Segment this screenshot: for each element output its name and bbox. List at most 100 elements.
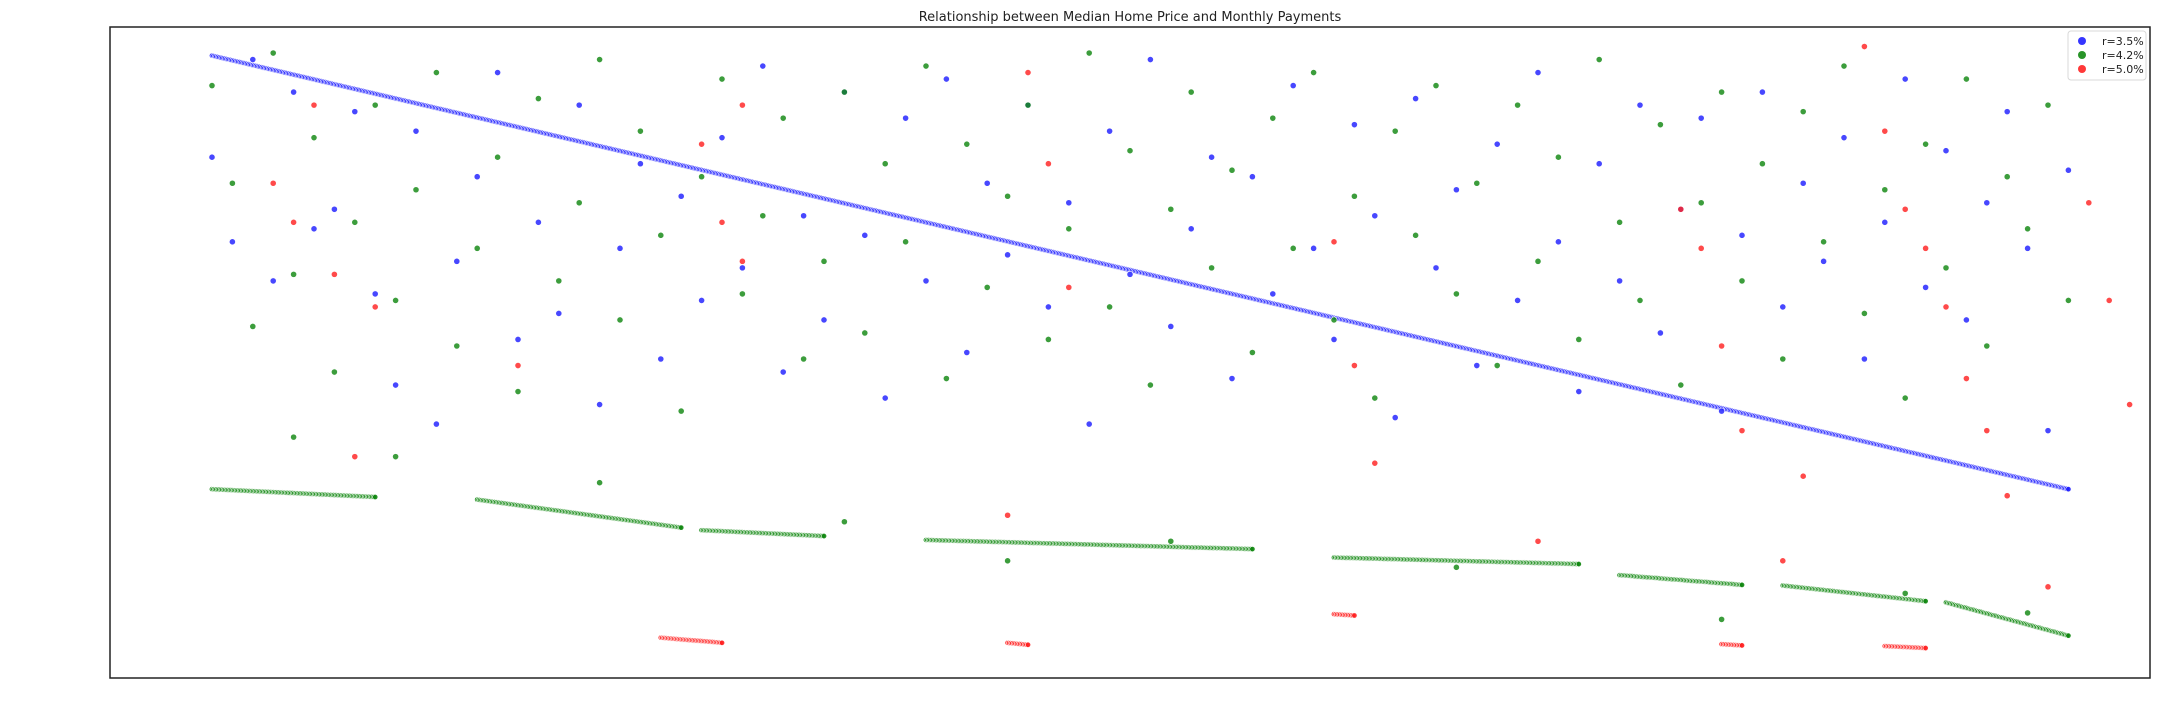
scatter-point-series-2-point-77 xyxy=(1759,160,1766,168)
scatter-point-series-1-point-70 xyxy=(1616,277,1623,285)
scatter-point-series-3-point-27 xyxy=(1881,127,1889,135)
scatter-point-series-1-point-44 xyxy=(1085,420,1093,428)
scatter-point-series-3-point-19 xyxy=(1534,537,1542,545)
scatter-point-series-2-point-56 xyxy=(1330,316,1338,324)
scatter-point-series-2-point-45 xyxy=(1106,303,1113,311)
scatter-point-series-2-point-10 xyxy=(392,297,399,304)
scatter-point-series-2-point-101 xyxy=(1901,589,1909,597)
scatter-point-series-2-point-26 xyxy=(718,75,726,83)
scatter-point-series-2-point-78 xyxy=(1779,355,1787,363)
legend-box xyxy=(2067,30,2147,81)
scatter-point-series-3-point-9 xyxy=(718,218,726,226)
scatter-point-series-1-point-50 xyxy=(1208,153,1215,161)
scatter-point-series-3-point-13 xyxy=(1024,69,1032,76)
scatter-point-series-2-point-41 xyxy=(1024,101,1032,109)
scatter-point-series-1-point-58 xyxy=(1371,212,1379,220)
scatter-point-series-1-point-61 xyxy=(1432,264,1440,272)
scatter-point-series-1-point-27 xyxy=(739,264,746,272)
scatter-point-series-1-point-15 xyxy=(494,69,501,76)
scatter-point-series-2-point-85 xyxy=(1922,140,1929,148)
legend-label-series-2: r=4.2% xyxy=(2102,49,2144,62)
scatter-point-series-1-point-8 xyxy=(351,108,359,116)
scatter-point-series-1-point-19 xyxy=(575,101,583,109)
scatter-point-series-3-trend-4 xyxy=(1739,642,1746,649)
scatter-point-series-2-point-43 xyxy=(1065,225,1073,233)
plot-frame xyxy=(109,26,2151,679)
scatter-point-series-1-point-45 xyxy=(1106,127,1113,135)
legend: r=3.5% r=4.2% r=5.0% xyxy=(2067,30,2147,81)
scatter-point-series-2-point-53 xyxy=(1269,114,1277,122)
scatter-point-series-1-point-67 xyxy=(1555,238,1562,246)
scatter-point-series-2-point-46 xyxy=(1126,147,1134,155)
scatter-point-series-2-point-47 xyxy=(1147,381,1154,389)
scatter-point-series-1-point-43 xyxy=(1065,199,1073,207)
scatter-point-series-1-point-39 xyxy=(983,179,991,187)
scatter-point-series-2-point-61 xyxy=(1432,82,1440,89)
scatter-point-series-2-point-83 xyxy=(1881,186,1889,194)
scatter-point-series-1-point-52 xyxy=(1249,173,1256,181)
scatter-point-series-2-trend-4 xyxy=(1249,546,1256,553)
scatter-point-series-2-point-39 xyxy=(983,283,991,291)
scatter-point-series-3-point-28 xyxy=(1901,205,1909,213)
scatter-point-series-1-point-54 xyxy=(1289,82,1297,89)
scatter-point-series-2-point-7 xyxy=(330,368,338,376)
scatter-point-series-2-point-73 xyxy=(1677,381,1685,389)
scatter-point-series-1-point-84 xyxy=(1901,75,1909,83)
scatter-point-series-2-point-18 xyxy=(555,277,563,285)
scatter-point-series-2-point-93 xyxy=(290,433,297,441)
scatter-point-series-1-point-46 xyxy=(1126,270,1134,278)
scatter-point-series-2-point-87 xyxy=(1963,75,1970,83)
scatter-point-series-2-point-66 xyxy=(1534,257,1542,265)
scatter-point-series-1-point-10 xyxy=(392,381,399,389)
scatter-point-series-3-point-4 xyxy=(330,270,338,278)
scatter-point-series-2-point-76 xyxy=(1738,277,1746,285)
scatter-point-series-2-point-68 xyxy=(1575,336,1583,343)
scatter-point-series-2-point-36 xyxy=(922,62,930,70)
scatter-point-series-1-point-90 xyxy=(2024,244,2031,252)
scatter-point-series-1-point-5 xyxy=(290,88,297,96)
scatter-point-series-1-point-53 xyxy=(1269,290,1277,298)
scatter-point-series-2-point-89 xyxy=(2003,173,2011,181)
scatter-point-series-1-point-91 xyxy=(2044,427,2052,435)
scatter-point-series-1-point-16 xyxy=(514,336,522,343)
chart-title: Relationship between Median Home Price a… xyxy=(919,10,1342,25)
scatter-point-series-2-point-63 xyxy=(1473,179,1481,187)
scatter-point-series-2-point-8 xyxy=(351,218,359,226)
scatter-point-series-1-point-29 xyxy=(779,368,787,376)
scatter-point-series-2-point-84 xyxy=(1901,394,1909,402)
scatter-point-series-3-point-21 xyxy=(1697,244,1705,252)
scatter-point-series-2-point-64 xyxy=(1493,362,1501,369)
scatter-point-series-2-trend-8 xyxy=(2065,632,2072,639)
scatter-point-series-1-point-2 xyxy=(228,238,236,246)
scatter-point-series-2-point-60 xyxy=(1412,231,1419,239)
scatter-point-series-2-point-28 xyxy=(759,212,767,220)
scatter-point-series-2-point-13 xyxy=(453,342,461,350)
scatter-point-series-3-point-12 xyxy=(1004,511,1011,519)
scatter-point-series-2-point-72 xyxy=(1657,121,1664,129)
scatter-point-series-2-point-55 xyxy=(1310,69,1317,76)
scatter-point-series-2-point-19 xyxy=(575,199,583,207)
scatter-point-series-2-point-92 xyxy=(2064,297,2072,304)
scatter-point-series-2-point-22 xyxy=(637,127,644,135)
scatter-point-series-2-point-34 xyxy=(881,160,889,168)
scatter-point-series-3-point-33 xyxy=(2003,492,2011,500)
scatter-point-series-2-point-100 xyxy=(1718,616,1725,623)
scatter-point-series-3-point-5 xyxy=(351,453,359,461)
scatter-point-series-2-point-81 xyxy=(1840,62,1848,70)
scatter-point-series-2-point-70 xyxy=(1616,218,1623,226)
scatter-point-series-1-trend-1 xyxy=(2065,486,2072,493)
scatter-point-series-1-point-37 xyxy=(943,75,950,83)
scatter-point-series-3-point-22 xyxy=(1718,342,1725,350)
scatter-point-series-2-trend-7 xyxy=(1922,598,1929,605)
scatter-point-series-1-point-6 xyxy=(310,225,318,233)
scatter-point-series-1-point-74 xyxy=(1697,114,1705,122)
scatter-point-series-1-point-1 xyxy=(208,153,216,161)
scatter-point-series-2-trend-2 xyxy=(678,524,685,531)
scatter-point-series-2-point-14 xyxy=(473,244,481,252)
scatter-point-series-1-point-28 xyxy=(759,62,767,70)
scatter-point-series-2-point-54 xyxy=(1289,244,1297,252)
scatter-point-series-2-point-96 xyxy=(841,518,848,526)
scatter-point-series-1-point-64 xyxy=(1493,140,1501,148)
series-layer xyxy=(208,43,2133,652)
